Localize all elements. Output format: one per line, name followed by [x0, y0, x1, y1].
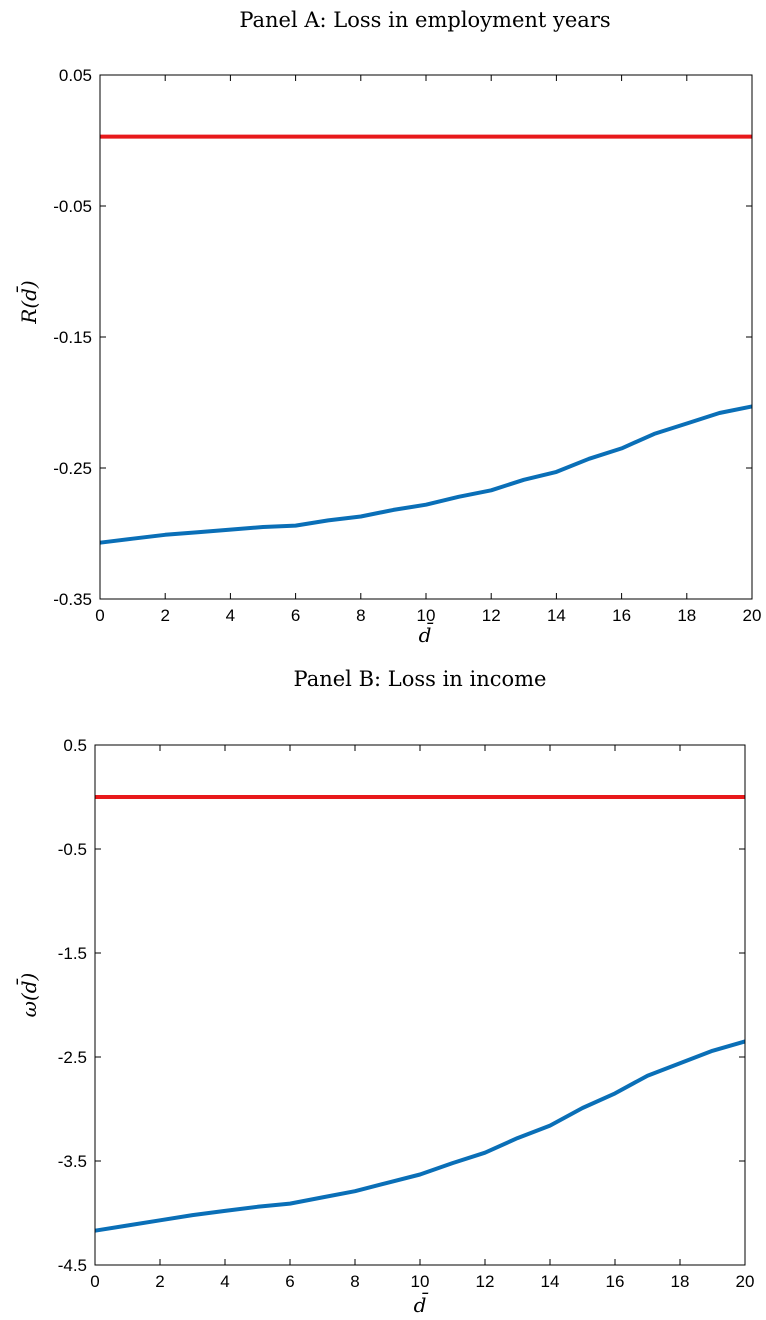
- panel-a-xtick-label: 20: [743, 606, 762, 625]
- panel-a-series-line-1: [99, 404, 753, 545]
- panel-b-ytick-label: -3.5: [58, 1152, 87, 1171]
- panel-a-xtick-label: 0: [95, 606, 104, 625]
- panel-b-title: Panel B: Loss in income: [294, 667, 547, 691]
- panel-b-xtick-label: 6: [285, 1272, 294, 1291]
- panel-a-ytick-label: -0.05: [53, 197, 92, 216]
- panel-a-xtick-label: 4: [226, 606, 235, 625]
- panel-b-xtick-label: 18: [671, 1272, 690, 1291]
- panel-b-series-line-1: [94, 1039, 746, 1233]
- panel-b-xtick-label: 4: [220, 1272, 229, 1291]
- panel-a-ytick-label: -0.35: [53, 590, 92, 609]
- panel-a-xlabel: d̄: [419, 622, 434, 647]
- panel-b-xtick-label: 8: [350, 1272, 359, 1291]
- panel-b-xtick-label: 2: [155, 1272, 164, 1291]
- panel-b-axes-frame: [94, 744, 746, 1266]
- panel-b-ytick-label: -4.5: [58, 1256, 87, 1275]
- panel-a-ytick-label: -0.15: [53, 328, 92, 347]
- panel-a-xtick-label: 12: [482, 606, 501, 625]
- panel-b-xtick-label: 16: [606, 1272, 625, 1291]
- panel-b-xtick-label: 14: [541, 1272, 560, 1291]
- panel-a-title: Panel A: Loss in employment years: [239, 8, 610, 32]
- panel-a-xtick-label: 16: [612, 606, 631, 625]
- panel-b-ytick-label: -0.5: [58, 840, 87, 859]
- panel-b-xtick-label: 20: [736, 1272, 755, 1291]
- panel-a-xtick-label: 18: [677, 606, 696, 625]
- panel-a-ylabel: R(d̄): [16, 280, 41, 324]
- panel-b-xtick-label: 0: [90, 1272, 99, 1291]
- panel-b-xtick-label: 12: [476, 1272, 495, 1291]
- panel-a-xtick-label: 10: [417, 606, 436, 625]
- panel-b: Panel B: Loss in income ω(d̄) d̄ 0 2 4 6 8 10…: [16, 667, 755, 1317]
- panel-b-xtick-label: 10: [411, 1272, 430, 1291]
- panel-a-xtick-label: 6: [291, 606, 300, 625]
- panel-a-xtick-label: 14: [547, 606, 566, 625]
- panel-a-xtick-label: 2: [160, 606, 169, 625]
- panel-a-xtick-label: 8: [356, 606, 365, 625]
- panel-b-ylabel: ω(d̄): [16, 973, 41, 1018]
- panel-a-ytick-label: 0.05: [59, 66, 92, 85]
- panel-b-ytick-label: -1.5: [58, 944, 87, 963]
- panel-a-ytick-label: -0.25: [53, 459, 92, 478]
- panel-a: Panel A: Loss in employment years R(d̄) …: [16, 8, 762, 647]
- panel-b-ytick-label: -2.5: [58, 1048, 87, 1067]
- panel-b-xlabel: d̄: [414, 1292, 429, 1317]
- panel-b-ytick-label: 0.5: [63, 736, 87, 755]
- panel-a-axes-frame: [99, 74, 753, 600]
